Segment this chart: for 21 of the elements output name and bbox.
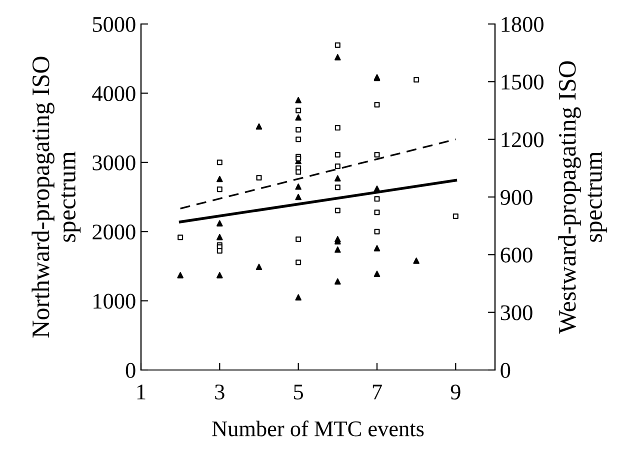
y-tick-label: 1000: [94, 294, 136, 309]
x-tick-label: 3: [215, 384, 224, 400]
y-tick-label: 4000: [92, 86, 136, 102]
y2-tick-label: 600: [500, 248, 532, 263]
y-tick-label: 2000: [92, 224, 136, 240]
y2-tick-label: 1500: [502, 74, 544, 90]
y2-tick-label: 900: [500, 190, 532, 205]
y2-axis-title: Westward-propagating ISO spectrum: [558, 61, 608, 334]
y2-tick-label: 300: [500, 305, 532, 320]
y-tick-label: 3000: [92, 155, 136, 170]
x-tick-label: 1: [137, 384, 146, 400]
y-axis-title: Northward-propagating ISO spectrum: [32, 56, 81, 338]
y2-tick-label: 1800: [502, 16, 544, 32]
y2-tick-label: 0: [500, 362, 510, 378]
y-tick-label: 5000: [92, 16, 136, 32]
y-tick-label: 0: [126, 362, 136, 378]
y2-tick-label: 1200: [502, 132, 544, 148]
x-axis-title: Number of MTC events: [212, 420, 424, 436]
x-tick-label: 9: [450, 384, 460, 400]
x-tick-label: 5: [294, 384, 304, 400]
x-tick-label: 7: [372, 384, 382, 400]
